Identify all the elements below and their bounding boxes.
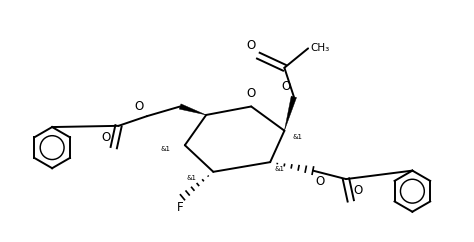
Text: O: O xyxy=(101,131,111,144)
Text: &1: &1 xyxy=(187,175,197,182)
Text: O: O xyxy=(316,175,325,188)
Text: O: O xyxy=(246,87,256,100)
Text: O: O xyxy=(354,184,363,197)
Polygon shape xyxy=(179,104,206,115)
Text: &1: &1 xyxy=(161,146,171,152)
Polygon shape xyxy=(284,96,297,131)
Text: O: O xyxy=(282,80,291,93)
Text: O: O xyxy=(135,100,144,113)
Text: CH₃: CH₃ xyxy=(310,43,329,53)
Text: F: F xyxy=(177,201,184,214)
Text: O: O xyxy=(246,39,255,52)
Text: &1: &1 xyxy=(293,134,303,140)
Text: &1: &1 xyxy=(275,166,285,172)
